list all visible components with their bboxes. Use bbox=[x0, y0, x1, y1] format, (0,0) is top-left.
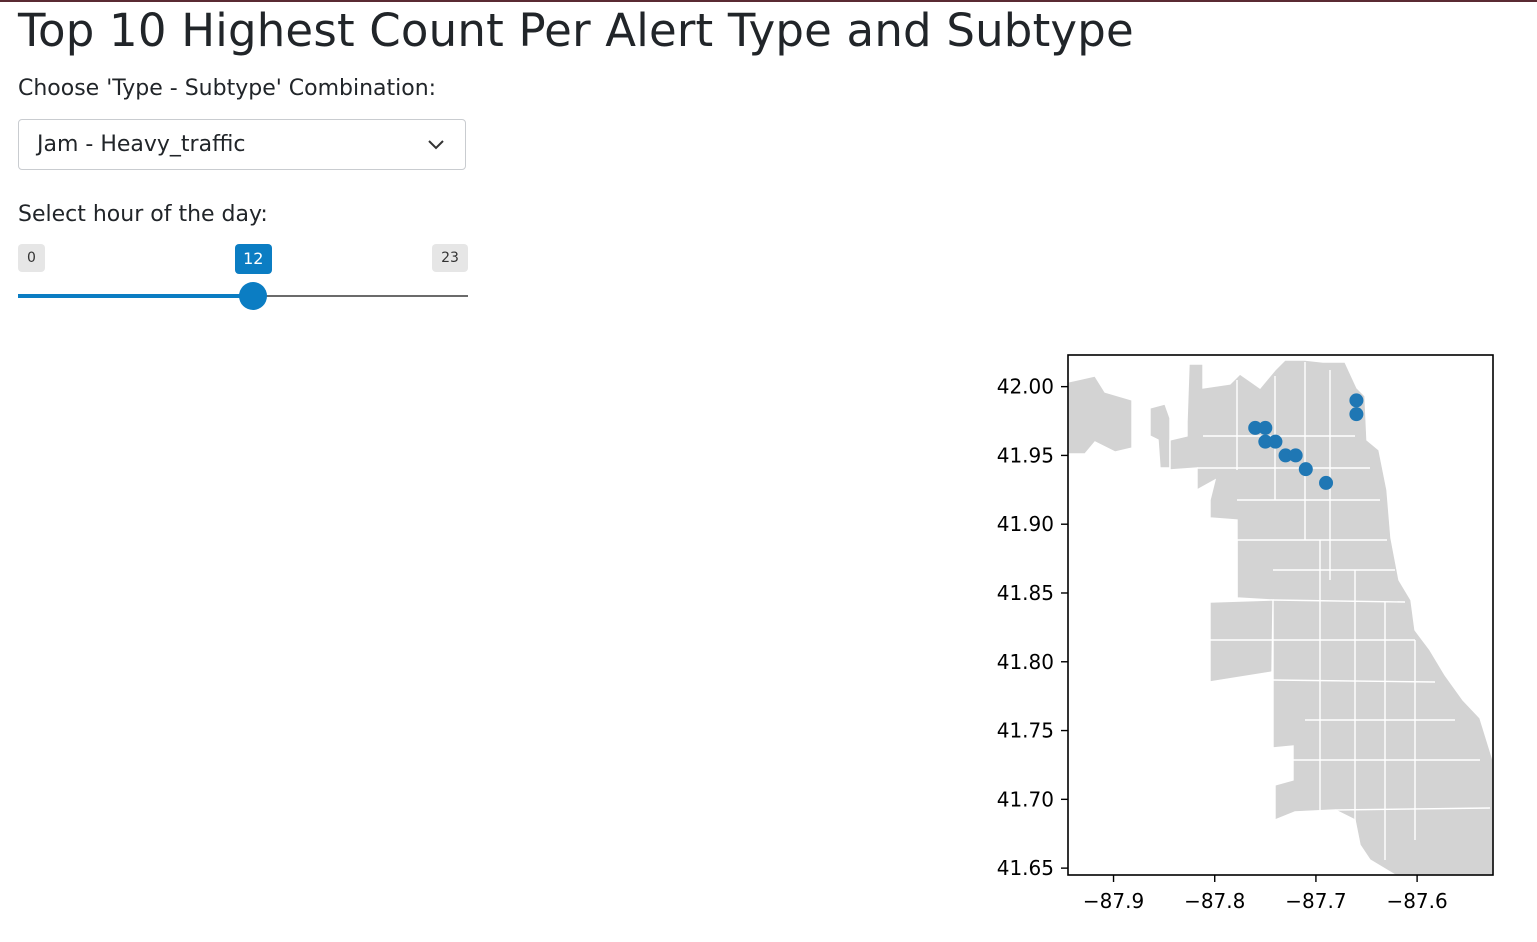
x-tick-label: −87.8 bbox=[1184, 889, 1245, 913]
alert-point bbox=[1248, 420, 1263, 435]
slider-fill bbox=[18, 294, 253, 298]
x-tick-label: −87.9 bbox=[1083, 889, 1144, 913]
alert-point bbox=[1319, 475, 1334, 490]
y-tick-label: 41.65 bbox=[997, 856, 1054, 880]
combination-select-label: Choose 'Type - Subtype' Combination: bbox=[18, 76, 437, 101]
alert-point bbox=[1268, 434, 1283, 449]
chicago-basemap bbox=[1067, 359, 1494, 876]
top-border bbox=[0, 0, 1537, 2]
alert-map-chart: −87.9 −87.8 −87.7 −87.6 41.65 41.70 41.75 41.8… bbox=[997, 354, 1494, 913]
alert-point bbox=[1258, 420, 1273, 435]
plot-frame bbox=[1067, 354, 1494, 876]
alert-points bbox=[1248, 393, 1364, 490]
slider-handle[interactable] bbox=[238, 282, 267, 310]
slider-min-label: 0 bbox=[18, 244, 45, 272]
chevron-down-icon bbox=[428, 140, 444, 150]
slider-max-label: 23 bbox=[432, 244, 468, 272]
x-axis: −87.9 −87.8 −87.7 −87.6 bbox=[1083, 875, 1448, 913]
y-tick-label: 42.00 bbox=[997, 375, 1054, 399]
alert-point bbox=[1258, 434, 1273, 449]
y-tick-label: 41.70 bbox=[997, 787, 1054, 811]
alert-point bbox=[1298, 462, 1313, 477]
y-tick-label: 41.85 bbox=[997, 581, 1054, 605]
combination-select-value: Jam - Heavy_traffic bbox=[37, 132, 246, 157]
y-tick-label: 41.90 bbox=[997, 512, 1054, 536]
y-tick-label: 41.95 bbox=[997, 443, 1054, 467]
hour-slider-label: Select hour of the day: bbox=[18, 202, 268, 227]
y-tick-label: 41.75 bbox=[997, 719, 1054, 743]
alert-point bbox=[1349, 393, 1364, 408]
x-tick-label: −87.6 bbox=[1386, 889, 1447, 913]
page-title: Top 10 Highest Count Per Alert Type and … bbox=[18, 4, 1134, 57]
alert-point bbox=[1278, 448, 1293, 463]
y-tick-label: 41.80 bbox=[997, 650, 1054, 674]
alert-point bbox=[1288, 448, 1303, 463]
combination-select[interactable]: Jam - Heavy_traffic bbox=[18, 119, 466, 170]
y-axis: 41.65 41.70 41.75 41.80 41.85 41.90 41.95 42.00 bbox=[997, 375, 1068, 880]
alert-point bbox=[1349, 407, 1364, 422]
hour-slider[interactable]: 0 12 23 bbox=[18, 244, 468, 314]
slider-value-label: 12 bbox=[234, 244, 272, 274]
x-tick-label: −87.7 bbox=[1285, 889, 1346, 913]
